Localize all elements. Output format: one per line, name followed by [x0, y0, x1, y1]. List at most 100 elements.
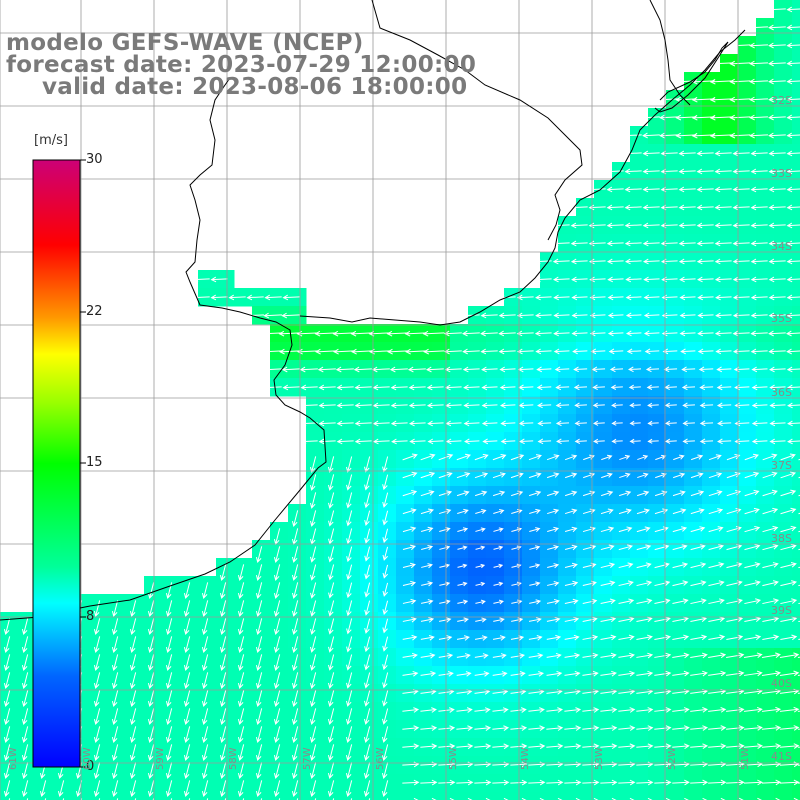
wind-vector-arrow [336, 384, 354, 391]
wind-vector-arrow [743, 725, 763, 731]
wind-vector-arrow [264, 384, 282, 391]
wind-vector-arrow [606, 240, 624, 247]
wind-vector-arrow [310, 600, 317, 617]
wind-vector-arrow [382, 456, 389, 473]
wind-vector-arrow [255, 762, 263, 780]
wind-vector-arrow [510, 635, 525, 641]
wind-vector-arrow [714, 150, 732, 157]
wind-vector-arrow [461, 330, 480, 337]
wind-vector-arrow [493, 509, 505, 514]
wind-vector-arrow [327, 456, 335, 473]
wind-vector-arrow [237, 726, 245, 744]
wind-vector-arrow [449, 797, 455, 800]
wind-vector-arrow [492, 671, 508, 677]
wind-vector-arrow [600, 508, 614, 515]
wind-vector-arrow [647, 797, 653, 800]
wind-vector-arrow [237, 600, 245, 618]
wind-vector-arrow [529, 581, 541, 587]
wind-vector-arrow [654, 779, 672, 786]
wind-vector-arrow [768, 186, 786, 193]
wind-vector-arrow [582, 616, 598, 623]
wind-vector-arrow [328, 492, 335, 509]
wind-vector-arrow [474, 707, 491, 713]
wind-vector-arrow [183, 744, 191, 762]
wind-vector-arrow [654, 616, 671, 623]
wind-vector-arrow [296, 330, 319, 337]
wind-vector-arrow [744, 453, 759, 461]
wind-vector-arrow [381, 744, 389, 761]
wind-vector-arrow [363, 780, 371, 798]
wind-vector-arrow [382, 600, 389, 616]
wind-vector-arrow [327, 744, 335, 762]
wind-vector-arrow [744, 598, 762, 605]
wind-vector-arrow [498, 312, 516, 319]
wind-vector-arrow [345, 744, 353, 762]
wind-vector-arrow [529, 527, 541, 533]
wind-vector-arrow [575, 797, 581, 800]
wind-vector-arrow [237, 654, 245, 672]
lon-label-54w: 54W [520, 747, 531, 770]
wind-vector-arrow [600, 743, 618, 750]
lat-label-39s: 39S [771, 604, 792, 617]
wind-vector-arrow [729, 78, 751, 85]
wind-vector-arrow [111, 762, 119, 780]
wind-vector-arrow [628, 384, 641, 390]
wind-vector-arrow [726, 598, 743, 605]
wind-vector-arrow [732, 294, 750, 301]
wind-vector-arrow [381, 762, 389, 780]
wind-vector-arrow [738, 797, 744, 800]
wind-vector-arrow [255, 726, 263, 744]
wind-vector-arrow [593, 438, 605, 444]
wind-vector-arrow [237, 672, 245, 690]
wind-speed-cell [216, 792, 235, 800]
wind-vector-arrow [382, 654, 389, 671]
wind-vector-arrow [672, 598, 689, 605]
wind-vector-arrow [647, 438, 659, 444]
wind-vector-arrow [219, 564, 227, 582]
wind-vector-arrow [768, 96, 786, 103]
wind-vector-arrow [420, 671, 437, 677]
wind-vector-arrow [600, 652, 617, 659]
wind-speed-cell [504, 792, 523, 800]
wind-vector-arrow [420, 634, 435, 641]
wind-speed-cell [792, 612, 800, 631]
wind-vector-arrow [273, 708, 281, 726]
wind-vector-arrow [147, 780, 155, 798]
wind-vector-arrow [201, 726, 209, 744]
wind-vector-arrow [475, 545, 486, 551]
wind-vector-arrow [636, 652, 654, 659]
wind-speed-cell [666, 792, 685, 800]
wind-vector-arrow [111, 672, 119, 690]
wind-vector-arrow [536, 366, 552, 373]
wind-vector-arrow [744, 507, 760, 515]
wind-vector-arrow [536, 384, 552, 391]
wind-vector-arrow [573, 366, 588, 373]
wind-vector-arrow [607, 294, 624, 301]
wind-vector-arrow [237, 762, 245, 780]
wind-vector-arrow [626, 348, 642, 355]
wind-vector-arrow [606, 258, 624, 265]
lat-label-37s: 37S [771, 459, 792, 472]
wind-vector-arrow [769, 438, 786, 445]
wind-vector-arrow [425, 366, 444, 373]
wind-speed-cell [792, 522, 800, 541]
wind-speed-cell [18, 792, 37, 800]
wind-vector-arrow [300, 402, 318, 409]
wind-vector-arrow [697, 294, 714, 301]
wind-vector-arrow [273, 780, 281, 798]
wind-vector-arrow [768, 6, 786, 13]
wind-vector-arrow [547, 526, 560, 533]
wind-vector-arrow [608, 348, 624, 355]
wind-vector-arrow [592, 402, 605, 408]
wind-vector-arrow [363, 726, 371, 743]
wind-vector-arrow [93, 636, 101, 654]
wind-vector-arrow [93, 744, 101, 762]
wind-vector-arrow [402, 526, 417, 533]
wind-vector-arrow [750, 312, 768, 319]
wind-vector-arrow [387, 348, 409, 355]
wind-vector-arrow [165, 618, 173, 636]
wind-vector-arrow [444, 348, 462, 355]
colorbar-label-22: 22 [86, 304, 103, 319]
wind-vector-arrow [732, 330, 750, 337]
wind-vector-arrow [761, 779, 782, 786]
